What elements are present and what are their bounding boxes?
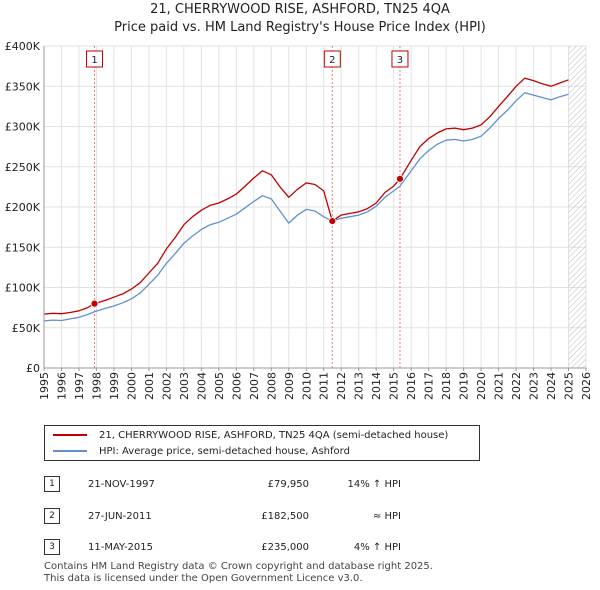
- transaction-hpi: 4% ↑ HPI: [353, 542, 401, 553]
- y-tick-label: £350K: [5, 80, 41, 93]
- x-tick-label: 1995: [38, 372, 51, 400]
- y-tick-label: £300K: [5, 121, 41, 134]
- x-tick-label: 2026: [580, 372, 593, 400]
- sale-label-number: 1: [91, 55, 97, 66]
- transaction-number: 2: [44, 508, 60, 524]
- x-tick-label: 2022: [510, 372, 523, 400]
- x-tick-label: 2006: [230, 372, 243, 400]
- x-tick-label: 2016: [405, 372, 418, 400]
- x-tick-label: 2012: [335, 372, 348, 400]
- legend-hpi: HPI: Average price, semi-detached house,…: [53, 445, 350, 459]
- sale-label-box: [391, 50, 409, 68]
- sale-label-box: [323, 50, 341, 68]
- x-tick-label: 2003: [178, 372, 191, 400]
- transaction-number: 3: [44, 539, 60, 555]
- x-tick-label: 2010: [300, 372, 313, 400]
- x-tick-label: 2018: [440, 372, 453, 400]
- x-tick-label: 1996: [55, 372, 68, 400]
- x-tick-label: 1997: [73, 372, 86, 400]
- sale-label-number: 2: [329, 55, 335, 66]
- x-tick-label: 2015: [388, 372, 401, 400]
- sale-point: [396, 174, 404, 183]
- legend-property-swatch: [53, 434, 87, 436]
- transaction-price: £182,500: [261, 511, 309, 522]
- footer-license: This data is licensed under the Open Gov…: [44, 573, 363, 584]
- x-tick-label: 2023: [528, 372, 541, 400]
- x-tick-label: 2014: [370, 372, 383, 400]
- transaction-date: 11-MAY-2015: [88, 542, 154, 553]
- legend-property: 21, CHERRYWOOD RISE, ASHFORD, TN25 4QA (…: [53, 429, 448, 443]
- x-tick-label: 2020: [475, 372, 488, 400]
- chart-title: 21, CHERRYWOOD RISE, ASHFORD, TN25 4QA: [150, 2, 450, 17]
- x-tick-label: 2005: [213, 372, 226, 400]
- transaction-hpi: 14% ↑ HPI: [347, 479, 401, 490]
- y-tick-label: £150K: [5, 241, 41, 254]
- chart-subtitle: Price paid vs. HM Land Registry's House …: [114, 20, 486, 35]
- transaction-price: £79,950: [267, 479, 309, 490]
- transaction-hpi: ≈ HPI: [372, 511, 401, 522]
- sale-label-box: [86, 50, 104, 68]
- sale-label-number: 3: [397, 55, 403, 66]
- x-tick-label: 2011: [318, 372, 331, 400]
- x-tick-label: 2021: [493, 372, 506, 400]
- transaction-number: 1: [44, 476, 60, 492]
- x-tick-label: 2019: [458, 372, 471, 400]
- footer-copyright: Contains HM Land Registry data © Crown c…: [44, 561, 433, 572]
- property-price-line: [43, 77, 569, 315]
- y-tick-label: £200K: [5, 201, 41, 214]
- future-hatch-region: [568, 46, 586, 368]
- y-tick-label: £250K: [5, 161, 41, 174]
- y-tick-label: £400K: [5, 40, 41, 53]
- x-tick-label: 2000: [125, 372, 138, 400]
- price-chart: 1 2 3 £0 £50K £100K £150K £200K £250K £300K £350K…: [5, 40, 593, 400]
- x-tick-label: 2009: [283, 372, 296, 400]
- x-tick-label: 2007: [248, 372, 261, 400]
- chart-legend: 21, CHERRYWOOD RISE, ASHFORD, TN25 4QA (…: [44, 425, 480, 461]
- transaction-date: 21-NOV-1997: [88, 479, 155, 490]
- transaction-row: 2 27-JUN-2011 £182,500 ≈ HPI: [44, 508, 564, 525]
- y-tick-label: £0: [26, 362, 40, 375]
- legend-property-label: 21, CHERRYWOOD RISE, ASHFORD, TN25 4QA (…: [99, 430, 449, 441]
- transaction-date: 27-JUN-2011: [88, 511, 152, 522]
- transaction-price: £235,000: [261, 542, 309, 553]
- legend-hpi-swatch: [53, 450, 87, 452]
- sale-point: [90, 299, 99, 308]
- x-tick-label: 2013: [353, 372, 366, 400]
- x-tick-label: 2008: [265, 372, 278, 400]
- hpi-line: [43, 92, 569, 322]
- y-tick-label: £100K: [5, 282, 41, 295]
- transaction-row: 3 11-MAY-2015 £235,000 4% ↑ HPI: [44, 539, 564, 556]
- x-tick-label: 2002: [160, 372, 173, 400]
- x-tick-label: 2024: [545, 372, 558, 400]
- x-tick-label: 2025: [563, 372, 576, 400]
- y-tick-label: £50K: [12, 322, 41, 335]
- x-tick-label: 1999: [108, 372, 121, 400]
- sale-point: [328, 217, 337, 225]
- transaction-row: 1 21-NOV-1997 £79,950 14% ↑ HPI: [44, 476, 564, 493]
- legend-hpi-label: HPI: Average price, semi-detached house,…: [99, 446, 350, 457]
- x-tick-label: 2001: [143, 372, 156, 400]
- x-tick-label: 2017: [423, 372, 436, 400]
- x-tick-label: 1998: [90, 372, 103, 400]
- x-tick-label: 2004: [195, 372, 208, 400]
